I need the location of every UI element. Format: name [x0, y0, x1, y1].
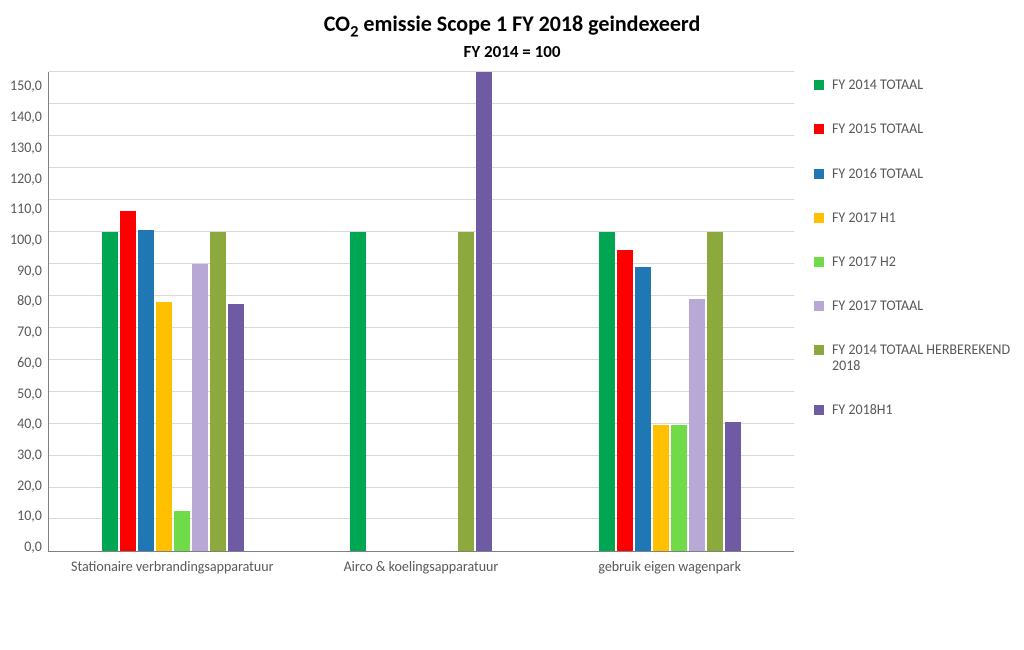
y-tick: 150,0: [10, 79, 42, 93]
y-axis: 150,0 140,0 130,0 120,0 110,0 100,0 90,0 80,0 70…: [10, 72, 48, 547]
legend-swatch: [814, 405, 824, 415]
bar: [156, 302, 172, 551]
bar: [653, 425, 669, 551]
bar: [174, 511, 190, 551]
bar: [228, 304, 244, 551]
legend-item: FY 2017 TOTAAL: [814, 298, 1014, 314]
y-tick: 30,0: [17, 448, 42, 462]
chart-body: 150,0 140,0 130,0 120,0 110,0 100,0 90,0 80,0 70…: [10, 67, 1014, 622]
chart-title-block: CO2 emissie Scope 1 FY 2018 geindexeerd …: [10, 10, 1014, 62]
category-group: [49, 72, 297, 551]
chart-container: CO2 emissie Scope 1 FY 2018 geindexeerd …: [0, 0, 1024, 650]
plot-wrapper: 150,0 140,0 130,0 120,0 110,0 100,0 90,0 80,0 70…: [10, 67, 794, 622]
legend-label: FY 2017 TOTAAL: [832, 298, 923, 314]
bar: [350, 232, 366, 551]
y-tick: 100,0: [10, 233, 42, 247]
y-tick: 110,0: [10, 202, 42, 216]
bar: [120, 211, 136, 551]
chart-title-main: CO2 emissie Scope 1 FY 2018 geindexeerd: [10, 10, 1014, 41]
legend-swatch: [814, 257, 824, 267]
bar: [617, 250, 633, 552]
bar: [725, 422, 741, 551]
bar: [599, 232, 615, 551]
bar: [102, 232, 118, 551]
legend-swatch: [814, 213, 824, 223]
bar: [138, 230, 154, 551]
bars-layer: [49, 72, 794, 551]
bar: [689, 299, 705, 551]
x-label: Airco & koelingsapparatuur: [297, 558, 546, 576]
legend-item: FY 2017 H1: [814, 210, 1014, 226]
x-axis: Stationaire verbrandingsapparatuurAirco …: [48, 558, 794, 576]
y-tick: 10,0: [17, 509, 42, 523]
x-label: gebruik eigen wagenpark: [545, 558, 794, 576]
y-tick: 130,0: [10, 141, 42, 155]
category-group: [546, 72, 794, 551]
bar: [210, 232, 226, 551]
legend-swatch: [814, 301, 824, 311]
y-tick: 20,0: [17, 479, 42, 493]
y-tick: 90,0: [17, 264, 42, 278]
legend-label: FY 2017 H2: [832, 254, 896, 270]
plot-and-xaxis: Stationaire verbrandingsapparatuurAirco …: [48, 67, 794, 622]
legend-item: FY 2017 H2: [814, 254, 1014, 270]
y-tick: 0,0: [24, 540, 42, 554]
x-label: Stationaire verbrandingsapparatuur: [48, 558, 297, 576]
legend-label: FY 2017 H1: [832, 210, 896, 226]
bar: [671, 425, 687, 551]
bar: [635, 267, 651, 551]
legend-swatch: [814, 124, 824, 134]
chart-title-sub: FY 2014 = 100: [10, 41, 1014, 62]
bar: [192, 264, 208, 551]
y-tick: 50,0: [17, 387, 42, 401]
legend-label: FY 2015 TOTAAL: [832, 121, 923, 137]
y-tick: 120,0: [10, 172, 42, 186]
legend-label: FY 2014 TOTAAL: [832, 77, 923, 93]
y-tick: 80,0: [17, 294, 42, 308]
bar: [476, 72, 492, 551]
legend-swatch: [814, 80, 824, 90]
legend-label: FY 2016 TOTAAL: [832, 166, 923, 182]
legend-swatch: [814, 345, 824, 355]
legend-label: FY 2014 TOTAAL HERBEREKEND 2018: [832, 342, 1014, 374]
legend-swatch: [814, 169, 824, 179]
y-tick: 40,0: [17, 417, 42, 431]
legend-label: FY 2018H1: [832, 402, 893, 418]
bar: [707, 232, 723, 551]
y-tick: 70,0: [17, 325, 42, 339]
legend-item: FY 2015 TOTAAL: [814, 121, 1014, 137]
plot-area: [48, 72, 794, 552]
legend-item: FY 2018H1: [814, 402, 1014, 418]
legend-item: FY 2016 TOTAAL: [814, 166, 1014, 182]
legend-item: FY 2014 TOTAAL: [814, 77, 1014, 93]
legend-item: FY 2014 TOTAAL HERBEREKEND 2018: [814, 342, 1014, 374]
legend: FY 2014 TOTAAL FY 2015 TOTAAL FY 2016 TOTA…: [794, 67, 1014, 622]
y-tick: 60,0: [17, 356, 42, 370]
y-tick: 140,0: [10, 110, 42, 124]
bar: [458, 232, 474, 551]
category-group: [297, 72, 545, 551]
